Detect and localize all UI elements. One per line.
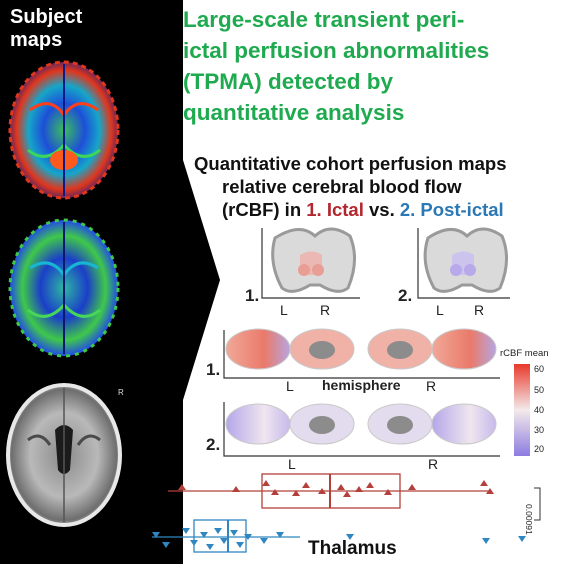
coronal-1-L: L: [280, 302, 288, 318]
surface-row-2-label: 2.: [206, 435, 221, 454]
coronal-panel-2: [417, 227, 510, 299]
headline: Large-scale transient peri- ictal perfus…: [183, 7, 490, 125]
mri-slice: [6, 383, 122, 527]
colorbar-tick-30: 30: [534, 425, 545, 435]
surface-row-1-L: L: [286, 378, 294, 394]
coronal-1-R: R: [320, 302, 331, 318]
subtitle: Quantitative cohort perfusion maps relat…: [194, 153, 507, 220]
postictal-label: 2. Post-ictal: [399, 199, 504, 220]
coronal-panel-1: [261, 227, 360, 299]
coronal-2-R: R: [474, 302, 485, 318]
scale-bracket: [534, 487, 541, 521]
colorbar: [514, 364, 530, 456]
surface-row-2-R: R: [428, 456, 439, 472]
subject-map-2: [8, 218, 120, 358]
coronal-2-L: L: [436, 302, 444, 318]
coronal-label-1: 1.: [245, 286, 260, 305]
coronal-label-2: 2.: [398, 286, 413, 305]
scale-label: 0.00091: [524, 504, 534, 535]
colorbar-tick-50: 50: [534, 385, 545, 395]
colorbar-tick-40: 40: [534, 405, 545, 415]
thalamus-label: Thalamus: [308, 538, 397, 559]
colorbar-title: rCBF mean: [500, 348, 549, 359]
ictal-label: 1. Ictal: [306, 199, 364, 220]
boxplot-postictal: [152, 519, 526, 553]
subject-map-1: [8, 60, 120, 200]
colorbar-tick-60: 60: [534, 364, 545, 374]
surface-row-2-L: L: [288, 456, 296, 472]
image-marker: R: [118, 388, 124, 397]
surface-row-1: [223, 328, 500, 379]
boxplot-ictal: [168, 473, 494, 509]
subject-maps-title: Subject maps: [10, 6, 83, 51]
surface-row-2: [223, 402, 500, 457]
colorbar-tick-20: 20: [534, 444, 545, 454]
surface-row-1-R: R: [426, 378, 437, 394]
surface-row-1-label: 1.: [206, 360, 221, 379]
hemisphere-label: hemisphere: [322, 377, 401, 393]
